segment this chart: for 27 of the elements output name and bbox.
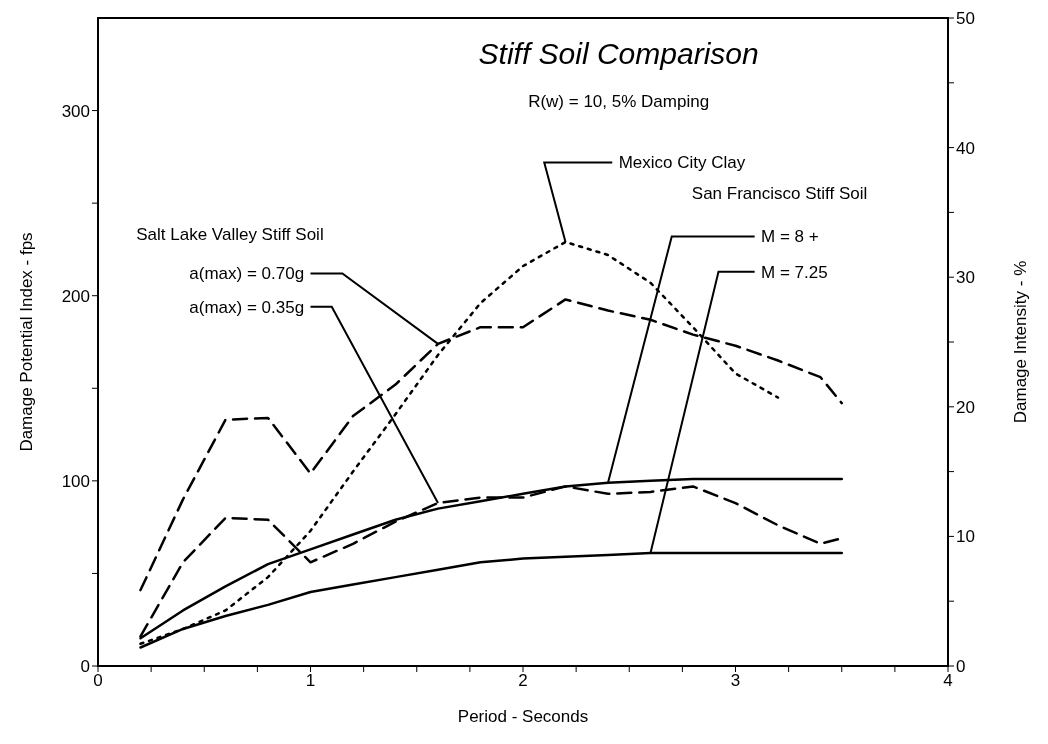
y-tick-label: 100: [61, 471, 90, 491]
text: M = 8 +: [761, 227, 819, 247]
annotation: San Francisco Stiff Soil: [691, 184, 868, 204]
y-tick-label: 200: [61, 286, 90, 306]
x-tick-label: 4: [943, 671, 953, 691]
x-tick-label: 3: [730, 671, 741, 691]
text: a(max) = 0.35g: [189, 297, 305, 317]
y2-tick-label: 20: [956, 397, 975, 417]
y2-tick-label: 50: [956, 9, 975, 29]
y2-tick-label: 0: [956, 657, 966, 677]
y-tick-label: 0: [80, 657, 90, 677]
x-tick-label: 1: [305, 671, 316, 691]
x-tick-label: 0: [93, 671, 103, 691]
y2-axis-title: Damage Intensity - %: [1011, 260, 1031, 424]
text: R(w) = 10, 5% Damping: [528, 91, 710, 111]
y-axis-title: Damage Potential Index - fps: [17, 232, 37, 452]
y-tick-label: 300: [61, 101, 90, 121]
y2-tick-label: 10: [956, 527, 975, 547]
text: Stiff Soil Comparison: [478, 37, 759, 71]
annotation: Salt Lake Valley Stiff Soil: [136, 225, 324, 245]
x-tick-label: 2: [518, 671, 528, 691]
y2-tick-label: 40: [956, 138, 975, 158]
x-axis-title: Period - Seconds: [457, 707, 589, 726]
y2-tick-label: 30: [956, 268, 975, 288]
text: a(max) = 0.70g: [189, 264, 305, 284]
text: M = 7.25: [761, 262, 828, 282]
text: Mexico City Clay: [618, 153, 746, 173]
